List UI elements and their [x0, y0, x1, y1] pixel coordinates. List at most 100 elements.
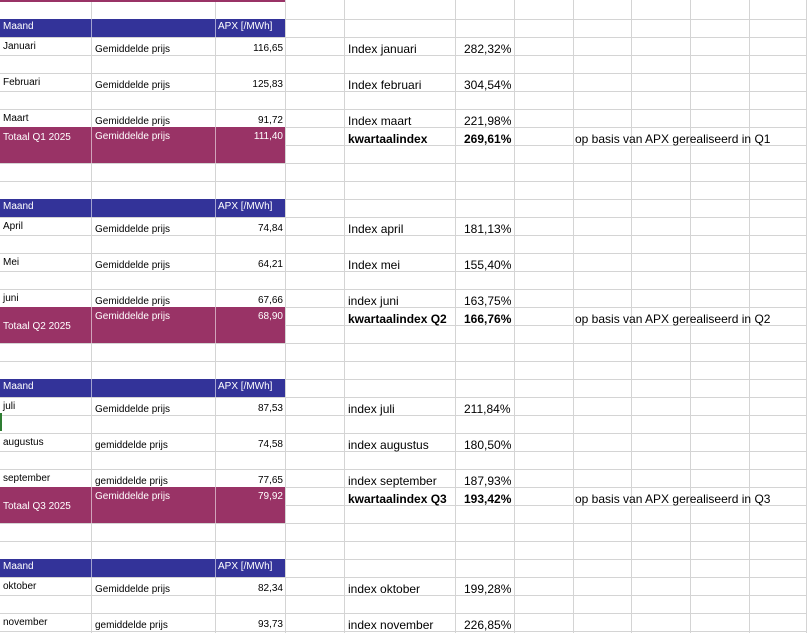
gridline-horizontal: [0, 343, 807, 344]
gridline-horizontal: [0, 433, 807, 434]
gridline-vertical: [514, 0, 515, 633]
gridline-horizontal: [0, 37, 807, 38]
price-value-cell: 74,84: [257, 223, 283, 234]
index-value-cell: 181,13%: [464, 222, 512, 236]
price-label-cell: Gemiddelde prijs: [95, 80, 171, 91]
total-label-cell: Gemiddelde prijs: [95, 311, 171, 322]
gridline-horizontal: [0, 451, 807, 452]
index-label-cell: Index februari: [348, 78, 422, 92]
index-value-cell: 199,28%: [464, 582, 512, 596]
column-header-maand: Maand: [3, 381, 34, 392]
index-label-cell: Index mei: [348, 258, 401, 272]
gridline-horizontal: [0, 199, 807, 200]
band-separator: [91, 487, 92, 523]
quarter-index-label: kwartaalindex Q3: [348, 492, 447, 506]
total-price-cell: 79,92: [257, 491, 283, 502]
month-name-cell: juli: [3, 401, 16, 412]
gridline-horizontal: [0, 181, 807, 182]
month-name-cell: Mei: [3, 257, 20, 268]
index-value-cell: 211,84%: [464, 402, 511, 416]
gridline-horizontal: [0, 127, 807, 128]
gridline-horizontal: [0, 91, 807, 92]
index-label-cell: index juli: [348, 402, 395, 416]
gridline-horizontal: [0, 73, 807, 74]
quarter-note: op basis van APX gerealiseerd in Q1: [575, 132, 771, 146]
price-value-cell: 77,65: [257, 475, 283, 486]
gridline-horizontal: [0, 145, 807, 146]
price-label-cell: Gemiddelde prijs: [95, 224, 171, 235]
gridline-horizontal: [0, 631, 807, 632]
header-band: [0, 379, 285, 397]
total-price-cell: 68,90: [257, 311, 283, 322]
month-name-cell: Maart: [3, 113, 29, 124]
column-header-apx: APX [/MWh]: [218, 201, 273, 212]
column-header-maand: Maand: [3, 201, 34, 212]
quarter-note: op basis van APX gerealiseerd in Q2: [575, 312, 771, 326]
quarter-index-label: kwartaalindex Q2: [348, 312, 447, 326]
index-value-cell: 226,85%: [464, 618, 512, 632]
header-band: [0, 19, 285, 37]
gridline-horizontal: [0, 55, 807, 56]
gridline-horizontal: [0, 253, 807, 254]
month-name-cell: oktober: [3, 581, 37, 592]
month-name-cell: juni: [3, 293, 19, 304]
total-label-cell: Gemiddelde prijs: [95, 491, 171, 502]
gridline-horizontal: [0, 541, 807, 542]
gridline-horizontal: [0, 289, 807, 290]
gridline-horizontal: [0, 523, 807, 524]
price-value-cell: 91,72: [257, 115, 283, 126]
gridline-horizontal: [0, 595, 807, 596]
index-value-cell: 221,98%: [464, 114, 512, 128]
price-label-cell: Gemiddelde prijs: [95, 116, 171, 127]
gridline-horizontal: [0, 415, 807, 416]
band-separator: [215, 487, 216, 523]
gridline-horizontal: [0, 487, 807, 488]
column-header-apx: APX [/MWh]: [218, 21, 273, 32]
month-name-cell: augustus: [3, 437, 44, 448]
price-value-cell: 93,73: [257, 619, 283, 630]
band-separator: [215, 199, 216, 217]
gridline-vertical: [690, 0, 691, 633]
gridline-vertical: [573, 0, 574, 633]
gridline-vertical: [285, 0, 286, 633]
gridline-horizontal: [0, 235, 807, 236]
gridline-horizontal: [0, 559, 807, 560]
band-separator: [215, 559, 216, 577]
band-separator: [215, 127, 216, 163]
total-band: [0, 127, 285, 163]
price-value-cell: 116,65: [253, 43, 283, 54]
column-header-apx: APX [/MWh]: [218, 381, 273, 392]
column-header-maand: Maand: [3, 21, 34, 32]
quarter-index-label: kwartaalindex: [348, 132, 428, 146]
gridline-horizontal: [0, 271, 807, 272]
price-value-cell: 64,21: [257, 259, 283, 270]
band-separator: [91, 19, 92, 37]
price-label-cell: Gemiddelde prijs: [95, 404, 171, 415]
index-value-cell: 180,50%: [464, 438, 512, 452]
band-separator: [215, 19, 216, 37]
total-band: [0, 307, 285, 343]
total-band: [0, 487, 285, 523]
index-label-cell: Index januari: [348, 42, 417, 56]
cell-indicator: [0, 413, 2, 431]
gridline-horizontal: [0, 577, 807, 578]
gridline-horizontal: [0, 109, 807, 110]
price-value-cell: 67,66: [257, 295, 283, 306]
gridline-vertical: [455, 0, 456, 633]
index-value-cell: 282,32%: [464, 42, 512, 56]
band-separator: [91, 199, 92, 217]
month-name-cell: April: [3, 221, 24, 232]
index-label-cell: index augustus: [348, 438, 429, 452]
quarter-index-value: 269,61%: [464, 132, 512, 146]
band-top-fragment: [0, 0, 285, 2]
header-band: [0, 559, 285, 577]
price-value-cell: 125,83: [252, 79, 283, 90]
month-name-cell: november: [3, 617, 48, 628]
price-label-cell: Gemiddelde prijs: [95, 296, 171, 307]
band-separator: [91, 307, 92, 343]
price-label-cell: Gemiddelde prijs: [95, 44, 171, 55]
gridline-horizontal: [0, 163, 807, 164]
index-label-cell: index november: [348, 618, 434, 632]
quarter-note: op basis van APX gerealiseerd in Q3: [575, 492, 771, 506]
